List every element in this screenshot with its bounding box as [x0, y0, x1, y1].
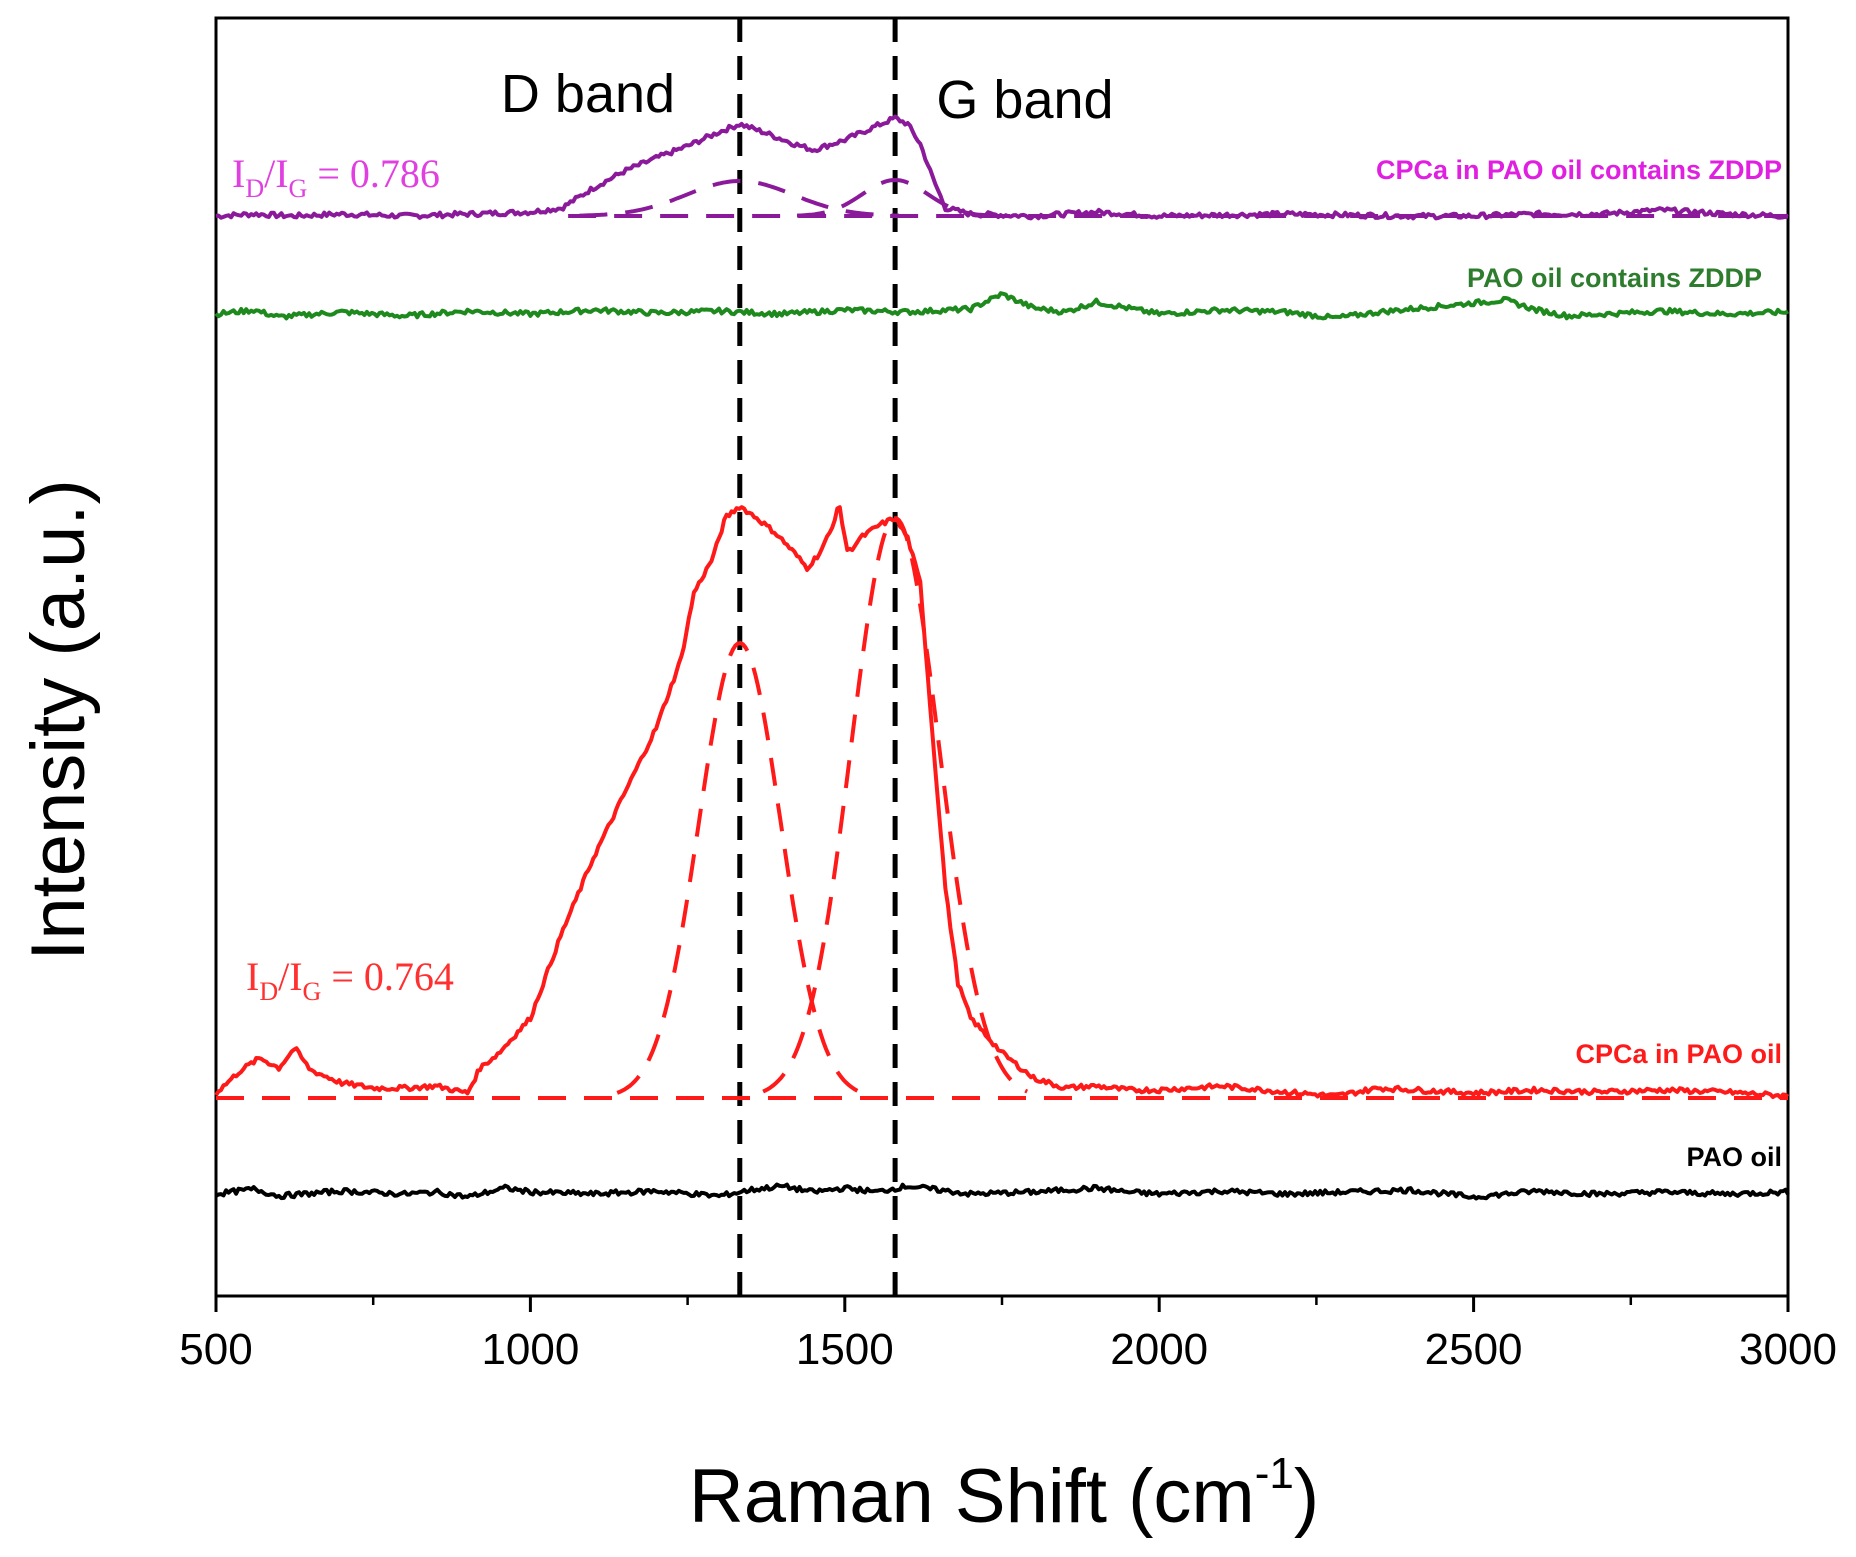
x-axis-label-main: Raman Shift (cm: [689, 1454, 1255, 1539]
x-axis-label-sup: -1: [1255, 1449, 1294, 1498]
ratio-slash-i: /I: [278, 954, 302, 999]
ratio-slash-i: /I: [264, 151, 288, 196]
ratio-value: = 0.764: [321, 954, 454, 999]
series-label-3: PAO oil: [1686, 1142, 1782, 1172]
x-tick-label: 3000: [1739, 1325, 1837, 1374]
ratio-sub-g: G: [303, 977, 322, 1006]
ratio-i1: I: [232, 151, 245, 196]
series-line-2: [214, 505, 1790, 1100]
x-tick-label: 1000: [481, 1325, 579, 1374]
x-axis-label: Raman Shift (cm-1): [689, 1449, 1319, 1539]
series-line-3: [215, 1182, 1790, 1201]
series-label-0: CPCa in PAO oil contains ZDDP: [1376, 155, 1782, 185]
fit-peak-2-0: [616, 641, 862, 1095]
id-ig-ratio-0: ID/IG = 0.786: [232, 151, 440, 203]
x-axis-ticks: 500 1000 1500 2000 2500 3000: [179, 1296, 1837, 1374]
d-band-annotation: D band: [501, 64, 675, 124]
ratio-sub-d: D: [245, 174, 264, 203]
ratio-sub-d: D: [259, 977, 278, 1006]
y-axis-label: Intensity (a.u.): [16, 479, 101, 961]
plot-area-border: [214, 16, 1790, 1298]
spectra-series: [214, 114, 1790, 1201]
ratio-i1: I: [246, 954, 259, 999]
series-label-1: PAO oil contains ZDDP: [1467, 263, 1762, 293]
series-label-2: CPCa in PAO oil: [1575, 1039, 1782, 1069]
band-markers: [737, 18, 898, 1296]
x-tick-label: 500: [179, 1325, 252, 1374]
ratio-value: = 0.786: [307, 151, 440, 196]
x-tick-label: 2500: [1425, 1325, 1523, 1374]
series-line-1: [214, 291, 1789, 321]
x-tick-label: 1500: [796, 1325, 894, 1374]
x-tick-label: 2000: [1110, 1325, 1208, 1374]
ratio-sub-g: G: [289, 174, 308, 203]
series-line-0: [215, 114, 1789, 221]
g-band-annotation: G band: [936, 70, 1113, 130]
fit-peak-0-0: [579, 179, 899, 218]
fit-peak-0-1: [796, 177, 994, 218]
plot-frame: [214, 16, 1790, 1298]
id-ig-ratio-2: ID/IG = 0.764: [246, 954, 454, 1006]
x-axis-label-close: ): [1294, 1454, 1319, 1539]
